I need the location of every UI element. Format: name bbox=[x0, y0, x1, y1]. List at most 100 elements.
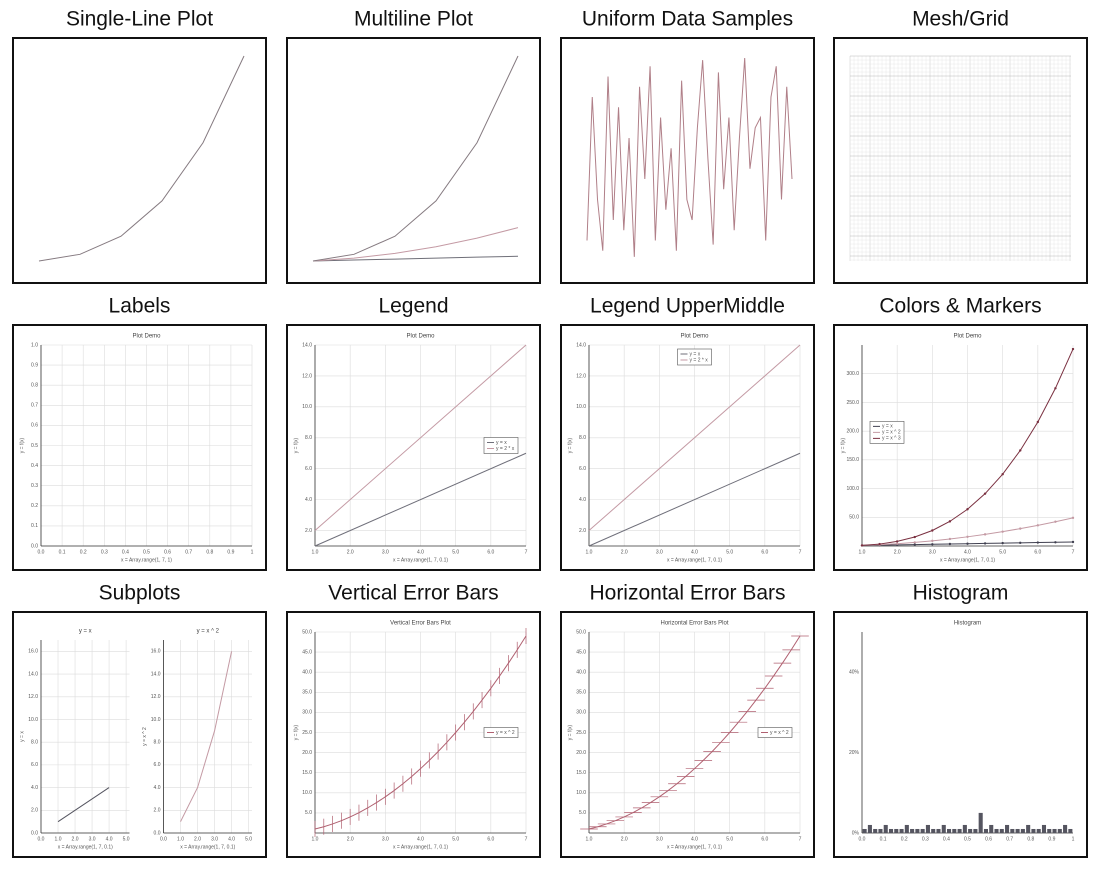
x-tick-label: 3.0 bbox=[211, 836, 218, 842]
y-tick-label: 6.0 bbox=[31, 762, 38, 768]
x-tick-label: 4.0 bbox=[691, 836, 698, 842]
x-tick-label: 3.0 bbox=[382, 836, 389, 842]
marker bbox=[878, 542, 881, 546]
plot-title: Vertical Error Bars Plot bbox=[390, 621, 451, 627]
y-tick-label: 35.0 bbox=[576, 690, 586, 696]
marker bbox=[983, 542, 987, 545]
histogram-bar bbox=[1031, 828, 1036, 833]
marker bbox=[1054, 541, 1057, 544]
marker bbox=[1001, 530, 1004, 533]
marker bbox=[895, 542, 899, 545]
x-tick-label: 0.0 bbox=[160, 836, 167, 842]
histogram-bar bbox=[904, 824, 909, 833]
plot-title: Plot Demo bbox=[132, 334, 161, 340]
x-tick-label: 5.0 bbox=[726, 836, 733, 842]
histogram-bar bbox=[873, 828, 878, 833]
histogram-bar bbox=[1026, 824, 1031, 833]
x-axis-label: x = Array.range(1, 7, 0.1) bbox=[180, 844, 235, 850]
histogram-bar bbox=[983, 828, 988, 833]
histogram-bar bbox=[978, 812, 983, 833]
y-tick-label: 5.0 bbox=[305, 810, 312, 816]
x-tick-label: 5.0 bbox=[245, 836, 252, 842]
y-tick-label: 50.0 bbox=[576, 629, 586, 635]
x-tick-label: 3.0 bbox=[656, 549, 663, 555]
histogram-bar bbox=[878, 828, 883, 833]
legend-label: y = x ^ 3 bbox=[882, 436, 901, 442]
histogram-bar bbox=[931, 828, 936, 833]
panel bbox=[12, 324, 267, 571]
y-tick-label: 2.0 bbox=[579, 528, 586, 534]
y-tick-label: 6.0 bbox=[154, 762, 161, 768]
y-axis-label: y = f(x) bbox=[567, 724, 573, 740]
y-tick-label: 0.5 bbox=[31, 443, 38, 449]
x-tick-label: 0.0 bbox=[38, 836, 45, 842]
panel bbox=[560, 611, 815, 858]
y-tick-label: 250.0 bbox=[846, 400, 859, 406]
x-tick-label: 1 bbox=[1072, 836, 1075, 842]
marker bbox=[983, 492, 987, 495]
histogram-bar bbox=[1020, 828, 1025, 833]
legend-label: y = x bbox=[882, 424, 893, 430]
y-tick-label: 20% bbox=[849, 750, 860, 756]
y-tick-label: 35.0 bbox=[302, 690, 312, 696]
x-tick-label: 2.0 bbox=[194, 836, 201, 842]
panel bbox=[833, 611, 1088, 858]
plot-title: y = x ^ 2 bbox=[197, 629, 220, 635]
y-tick-label: 5.0 bbox=[579, 810, 586, 816]
x-axis-label: x = Array.range(1, 7, 1) bbox=[121, 557, 172, 563]
y-tick-label: 25.0 bbox=[576, 730, 586, 736]
x-tick-label: 0.7 bbox=[185, 549, 192, 555]
panel bbox=[833, 37, 1088, 284]
x-tick-label: 6.0 bbox=[761, 549, 768, 555]
x-tick-label: 2.0 bbox=[621, 836, 628, 842]
x-tick-label: 0.3 bbox=[101, 549, 108, 555]
panel-title: Single-Line Plot bbox=[66, 8, 213, 31]
x-tick-label: 5.0 bbox=[452, 836, 459, 842]
panel-title: Histogram bbox=[913, 582, 1009, 605]
x-axis-label: x = Array.range(1, 7, 0.1) bbox=[667, 844, 722, 850]
legend bbox=[483, 437, 519, 454]
histogram-bar bbox=[962, 824, 967, 833]
y-axis-label: y = f(x) bbox=[19, 437, 25, 453]
marker bbox=[948, 542, 952, 546]
marker bbox=[1036, 420, 1040, 424]
histogram-bar bbox=[973, 828, 978, 833]
y-tick-label: 40.0 bbox=[576, 670, 586, 676]
y-tick-label: 0.1 bbox=[31, 523, 38, 529]
plot-title: Horizontal Error Bars Plot bbox=[660, 621, 728, 627]
x-tick-label: 5.0 bbox=[726, 549, 733, 555]
y-tick-label: 0.3 bbox=[31, 483, 38, 489]
series-line bbox=[38, 55, 245, 262]
y-tick-label: 10.0 bbox=[576, 790, 586, 796]
y-tick-label: 40% bbox=[849, 670, 860, 676]
histogram-bar bbox=[862, 828, 867, 833]
histogram-bar bbox=[915, 828, 920, 833]
y-tick-label: 1.0 bbox=[31, 342, 38, 348]
y-tick-label: 0.4 bbox=[31, 463, 38, 469]
histogram-bar bbox=[994, 828, 999, 833]
y-tick-label: 12.0 bbox=[302, 373, 312, 379]
x-tick-label: 0.8 bbox=[1027, 836, 1034, 842]
y-tick-label: 30.0 bbox=[576, 710, 586, 716]
y-tick-label: 4.0 bbox=[579, 497, 586, 503]
y-tick-label: 0.8 bbox=[31, 383, 38, 389]
plot-title: y = x bbox=[79, 629, 92, 635]
marker bbox=[1036, 524, 1040, 527]
x-tick-label: 5.0 bbox=[999, 549, 1006, 555]
y-tick-label: 4.0 bbox=[305, 497, 312, 503]
legend-label: y = x ^ 2 bbox=[882, 430, 901, 436]
y-tick-label: 10.0 bbox=[576, 404, 586, 410]
histogram-bar bbox=[1036, 828, 1041, 833]
x-tick-label: 0.4 bbox=[943, 836, 950, 842]
y-axis-label: y = x bbox=[19, 731, 25, 742]
panel bbox=[560, 37, 815, 284]
y-tick-label: 4.0 bbox=[31, 785, 38, 791]
marker bbox=[1019, 541, 1022, 545]
x-axis-label: x = Array.range(1, 7, 0.1) bbox=[58, 844, 113, 850]
marker bbox=[913, 535, 916, 539]
x-tick-label: 0.7 bbox=[1006, 836, 1013, 842]
marker bbox=[931, 543, 934, 546]
legend bbox=[757, 727, 793, 738]
legend bbox=[483, 727, 519, 738]
